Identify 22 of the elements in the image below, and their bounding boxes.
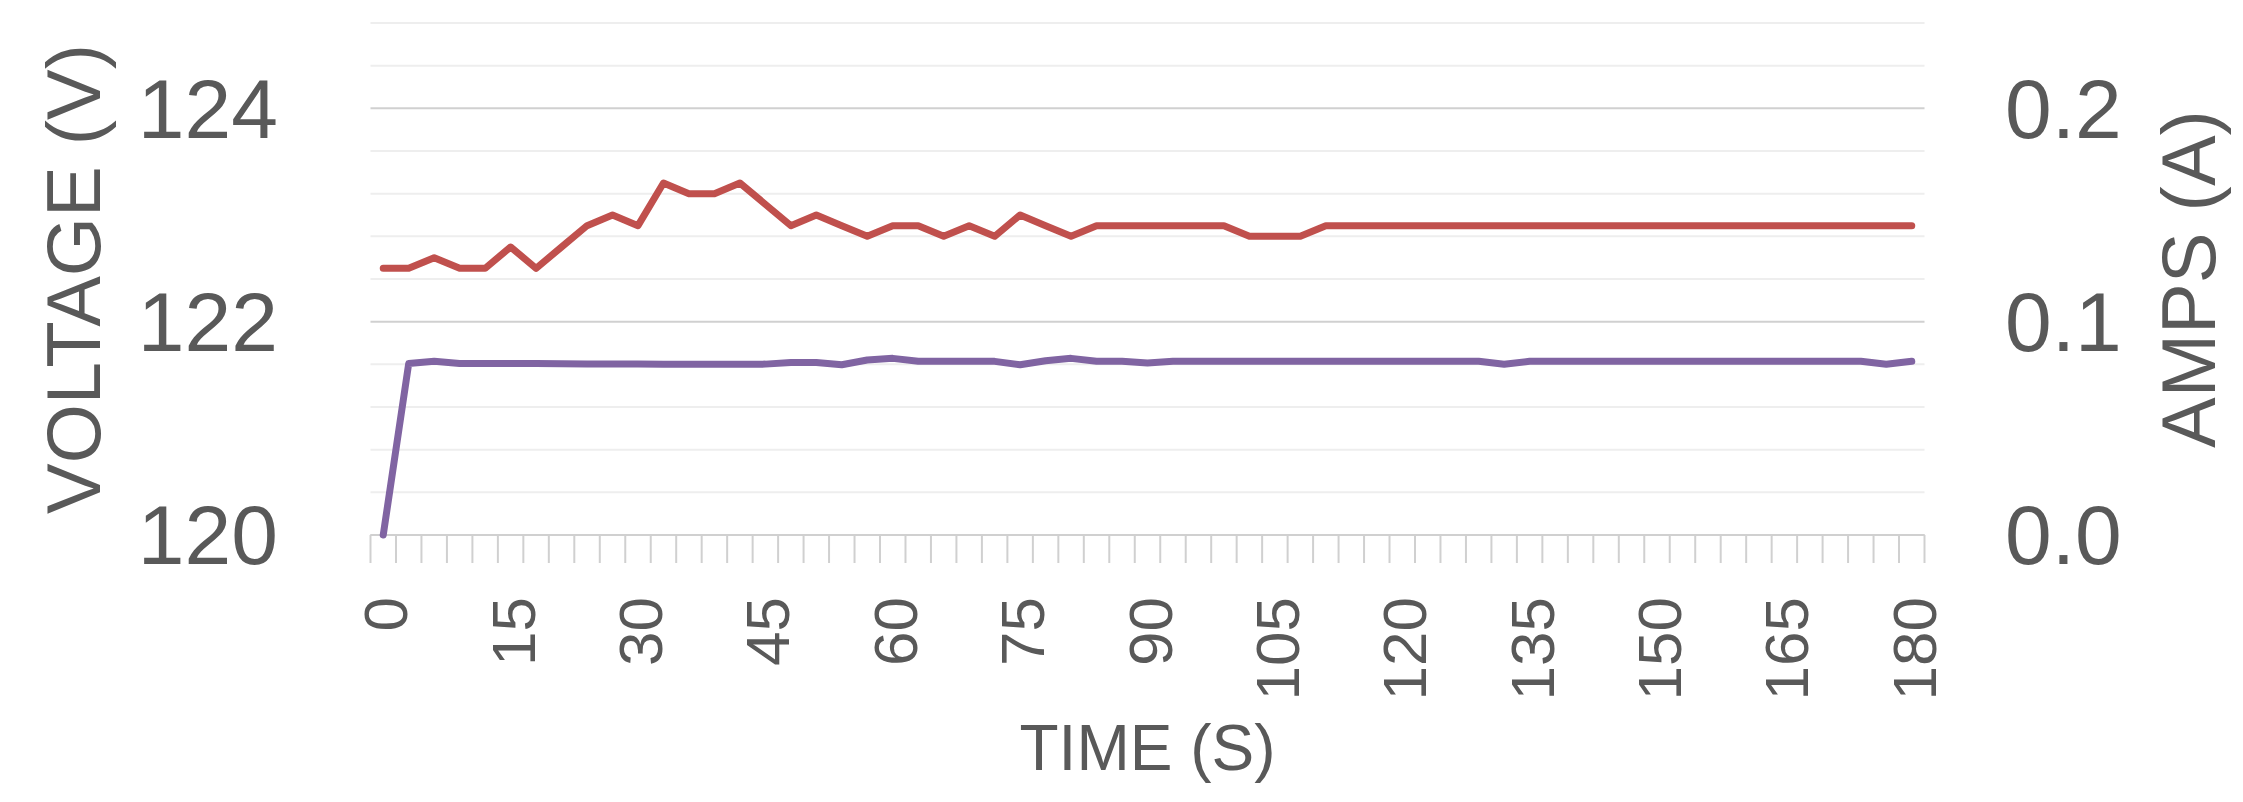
x-tick-label: 75: [988, 597, 1058, 666]
y-tick-label: 120: [137, 488, 278, 583]
x-axis-title: TIME (S): [1019, 712, 1276, 784]
x-tick-label: 150: [1625, 597, 1695, 701]
x-tick-label: 15: [478, 597, 548, 666]
y2-tick-label: 0.1: [2005, 275, 2122, 370]
x-tick-label: 90: [1115, 597, 1185, 666]
x-tick-label: 135: [1497, 597, 1567, 701]
x-tick-label: 45: [733, 597, 803, 666]
y2-axis-title: AMPS (A): [2146, 110, 2231, 448]
x-tick-label: 60: [860, 597, 930, 666]
x-tick-label: 165: [1752, 597, 1822, 701]
y2-tick-label: 0.2: [2005, 61, 2122, 156]
y-axis-title: VOLTAGE (V): [31, 43, 116, 515]
x-tick-label: 180: [1879, 597, 1949, 701]
x-tick-label: 30: [605, 597, 675, 666]
y2-tick-label: 0.0: [2005, 488, 2122, 583]
y-tick-label: 124: [137, 61, 278, 156]
x-tick-label: 105: [1242, 597, 1312, 701]
y-tick-label: 122: [137, 275, 278, 370]
x-tick-label: 120: [1370, 597, 1440, 701]
x-tick-label: 0: [351, 597, 421, 632]
